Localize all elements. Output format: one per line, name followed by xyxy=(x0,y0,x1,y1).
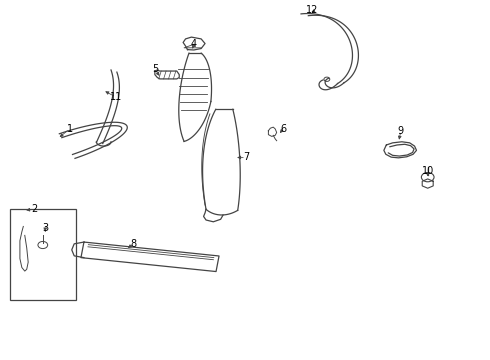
Text: 3: 3 xyxy=(42,223,49,233)
Text: 5: 5 xyxy=(152,64,158,74)
Text: 2: 2 xyxy=(31,204,38,214)
FancyBboxPatch shape xyxy=(10,208,76,300)
Text: 9: 9 xyxy=(398,126,404,136)
Text: 4: 4 xyxy=(191,39,197,49)
Text: 10: 10 xyxy=(421,166,434,176)
Text: 12: 12 xyxy=(306,5,318,15)
Text: 6: 6 xyxy=(280,124,286,134)
Text: 11: 11 xyxy=(110,92,122,102)
Text: 8: 8 xyxy=(131,239,137,249)
Text: 1: 1 xyxy=(67,124,73,134)
Text: 7: 7 xyxy=(243,153,249,162)
